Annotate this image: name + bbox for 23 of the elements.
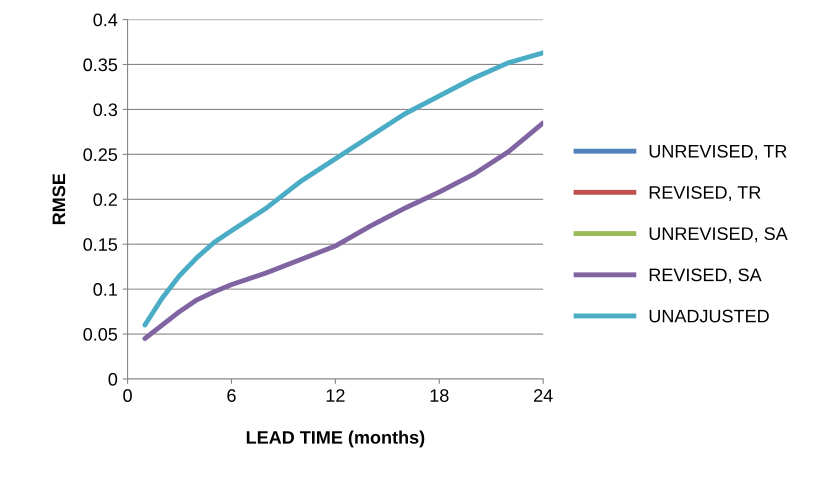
x-tick-label: 0 xyxy=(123,389,132,402)
x-tick-label: 6 xyxy=(227,389,236,402)
y-tick-label: 0 xyxy=(108,372,118,386)
legend-label: UNREVISED, TR xyxy=(650,144,787,160)
x-tick-label: 12 xyxy=(326,389,345,402)
x-tick-label: 24 xyxy=(534,389,553,402)
y-tick-label: 0.2 xyxy=(93,193,117,206)
legend-label: UNADJUSTED xyxy=(650,310,769,322)
y-tick-label: 0.05 xyxy=(83,328,118,341)
line-series xyxy=(142,120,544,341)
y-tick-label: 0.3 xyxy=(93,103,118,116)
x-axis-title: LEAD TIME (months) xyxy=(246,430,424,448)
line-series xyxy=(142,50,544,328)
legend-label: UNREVISED, SA xyxy=(650,227,788,242)
y-axis-title: RMSE xyxy=(52,174,66,224)
legend-label: REVISED, TR xyxy=(650,186,760,201)
y-tick-label: 0.25 xyxy=(83,148,118,162)
y-tick-label: 0.15 xyxy=(83,238,118,251)
legend-label: REVISED, SA xyxy=(650,268,762,284)
y-tick-label: 0.1 xyxy=(93,283,117,296)
y-tick-label: 0.35 xyxy=(83,58,118,72)
x-tick-label: 18 xyxy=(430,389,449,402)
y-tick-label: 0.4 xyxy=(93,13,118,26)
